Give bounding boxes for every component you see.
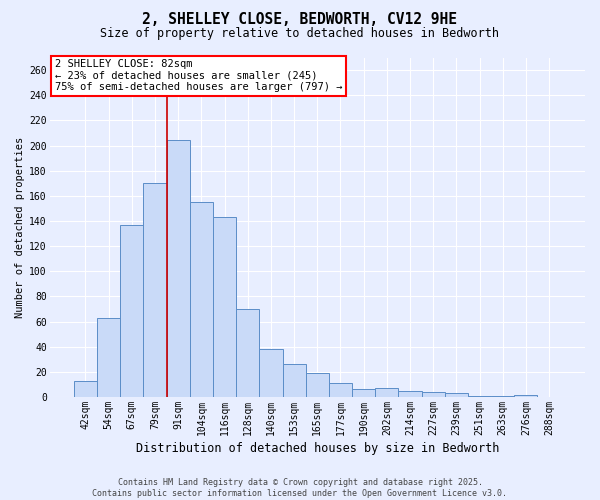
Text: Contains HM Land Registry data © Crown copyright and database right 2025.
Contai: Contains HM Land Registry data © Crown c… [92,478,508,498]
Bar [259,349,283,397]
Bar [305,373,329,397]
Bar [143,184,167,397]
Bar [398,390,422,397]
Bar [329,383,352,397]
Bar [190,202,213,397]
Bar [74,380,97,397]
Bar [167,140,190,397]
X-axis label: Distribution of detached houses by size in Bedworth: Distribution of detached houses by size … [136,442,499,455]
Y-axis label: Number of detached properties: Number of detached properties [15,136,25,318]
Bar [514,394,538,397]
Text: 2 SHELLEY CLOSE: 82sqm
← 23% of detached houses are smaller (245)
75% of semi-de: 2 SHELLEY CLOSE: 82sqm ← 23% of detached… [55,59,343,92]
Bar [445,394,468,397]
Text: Size of property relative to detached houses in Bedworth: Size of property relative to detached ho… [101,28,499,40]
Bar [236,309,259,397]
Bar [375,388,398,397]
Bar [468,396,491,397]
Bar [213,217,236,397]
Bar [491,396,514,397]
Bar [283,364,305,397]
Bar [352,390,375,397]
Bar [120,224,143,397]
Bar [422,392,445,397]
Text: 2, SHELLEY CLOSE, BEDWORTH, CV12 9HE: 2, SHELLEY CLOSE, BEDWORTH, CV12 9HE [143,12,458,28]
Bar [97,318,120,397]
